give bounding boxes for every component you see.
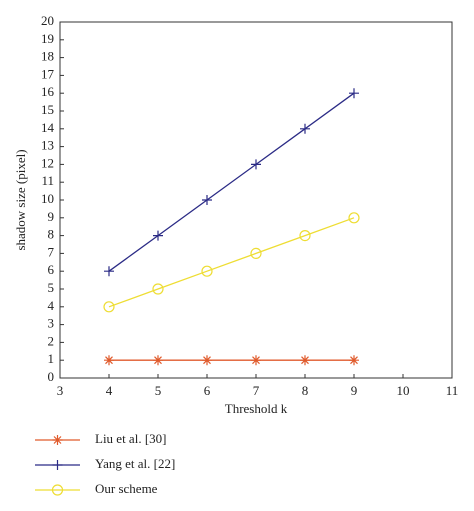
marker bbox=[299, 230, 311, 242]
y-tick-label: 12 bbox=[41, 155, 54, 170]
marker bbox=[348, 212, 360, 224]
x-tick-label: 5 bbox=[155, 383, 162, 398]
x-tick-label: 9 bbox=[351, 383, 358, 398]
y-tick-label: 15 bbox=[41, 102, 54, 117]
marker bbox=[250, 247, 262, 259]
y-tick-label: 16 bbox=[41, 84, 55, 99]
marker bbox=[153, 230, 163, 241]
y-axis-label: shadow size (pixel) bbox=[13, 149, 28, 250]
y-tick-label: 4 bbox=[48, 298, 55, 313]
y-tick-label: 10 bbox=[41, 191, 54, 206]
marker bbox=[300, 355, 310, 366]
x-tick-label: 11 bbox=[446, 383, 459, 398]
x-tick-label: 10 bbox=[397, 383, 410, 398]
marker bbox=[251, 159, 261, 170]
legend-marker bbox=[51, 484, 64, 496]
marker bbox=[201, 265, 213, 277]
legend-label: Liu et al. [30] bbox=[95, 431, 166, 446]
marker bbox=[202, 195, 212, 205]
y-tick-label: 20 bbox=[41, 13, 54, 28]
legend-marker bbox=[52, 460, 63, 470]
x-tick-label: 7 bbox=[253, 383, 260, 398]
marker bbox=[349, 355, 359, 366]
marker bbox=[104, 355, 114, 366]
x-tick-label: 3 bbox=[57, 383, 64, 398]
series-line bbox=[108, 217, 355, 308]
plot-frame bbox=[59, 21, 453, 379]
marker bbox=[103, 301, 115, 313]
y-tick-label: 17 bbox=[41, 66, 55, 81]
y-tick-label: 7 bbox=[48, 244, 55, 259]
y-tick-label: 9 bbox=[48, 209, 55, 224]
marker bbox=[300, 123, 310, 134]
marker bbox=[251, 355, 261, 366]
marker bbox=[104, 266, 114, 277]
y-tick-label: 2 bbox=[48, 333, 55, 348]
y-tick-label: 8 bbox=[48, 227, 55, 242]
y-tick-label: 3 bbox=[48, 316, 55, 331]
legend-label: Yang et al. [22] bbox=[95, 456, 175, 471]
y-tick-label: 18 bbox=[41, 49, 54, 64]
y-tick-label: 6 bbox=[48, 262, 55, 277]
x-tick-label: 8 bbox=[302, 383, 309, 398]
marker bbox=[349, 88, 359, 99]
series-line bbox=[108, 92, 355, 272]
x-tick-label: 4 bbox=[106, 383, 113, 398]
y-tick-label: 11 bbox=[41, 173, 54, 188]
y-tick-label: 5 bbox=[48, 280, 55, 295]
y-tick-label: 14 bbox=[41, 120, 55, 135]
legend-marker bbox=[52, 435, 63, 445]
marker bbox=[153, 355, 163, 366]
x-tick-label: 6 bbox=[204, 383, 211, 398]
marker bbox=[152, 283, 164, 295]
y-tick-label: 1 bbox=[48, 351, 55, 366]
marker bbox=[202, 355, 212, 366]
legend-label: Our scheme bbox=[95, 481, 158, 496]
y-tick-label: 19 bbox=[41, 31, 54, 46]
y-tick-label: 13 bbox=[41, 138, 54, 153]
y-tick-label: 0 bbox=[48, 369, 55, 384]
x-axis-label: Threshold k bbox=[225, 401, 288, 416]
